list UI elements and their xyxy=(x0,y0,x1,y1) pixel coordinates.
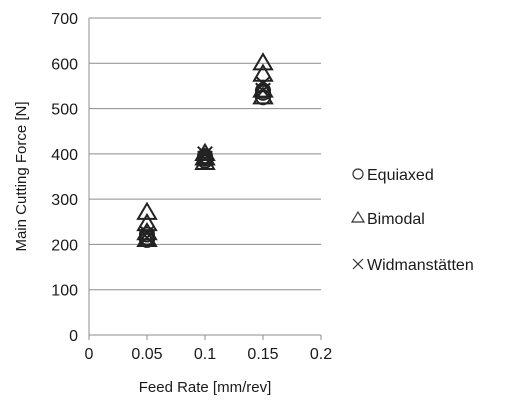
legend-item: Bimodal xyxy=(350,210,425,228)
data-point-triangle xyxy=(252,52,274,71)
x-axis-title: Feed Rate [mm/rev] xyxy=(139,379,272,396)
legend-label: Widmanstätten xyxy=(367,257,474,274)
data-point-x xyxy=(197,150,213,167)
legend-marker-triangle xyxy=(350,210,366,223)
y-tick-label: 400 xyxy=(51,147,78,164)
legend-marker-circle xyxy=(352,168,364,180)
x-tick-label: 0.05 xyxy=(131,346,162,363)
y-tick-label: 700 xyxy=(51,11,78,28)
data-point-triangle xyxy=(136,201,158,220)
data-point-x xyxy=(139,225,155,242)
x-tick-label: 0.2 xyxy=(310,346,332,363)
data-point-circle xyxy=(196,148,214,165)
y-tick-label: 0 xyxy=(69,328,78,345)
y-tick-label: 100 xyxy=(51,283,78,300)
legend-label: Equiaxed xyxy=(367,167,434,184)
data-point-triangle xyxy=(252,63,274,82)
y-axis-title: Main Cutting Force [N] xyxy=(13,101,30,251)
data-point-x xyxy=(255,82,271,99)
y-tick-label: 600 xyxy=(51,56,78,73)
data-point-x xyxy=(197,145,213,162)
legend-label: Bimodal xyxy=(367,211,425,228)
x-tick-labels: 0 0.05 0.1 0.15 0.2 xyxy=(85,335,332,363)
y-tick-label: 200 xyxy=(51,237,78,254)
data-point-x xyxy=(139,229,155,246)
y-tick-label: 500 xyxy=(51,102,78,119)
data-point-circle xyxy=(138,229,156,246)
y-tick-label: 300 xyxy=(51,192,78,209)
legend-item: Widmanstätten xyxy=(352,257,474,274)
x-tick-label: 0 xyxy=(85,346,94,363)
data-point-x xyxy=(255,75,271,92)
legend-marker-x xyxy=(352,258,364,270)
y-tick-labels: 0 100 200 300 400 500 600 700 xyxy=(51,11,78,345)
data-markers xyxy=(136,52,274,248)
gridlines xyxy=(89,17,321,291)
legend-item: Equiaxed xyxy=(352,167,434,184)
x-tick-label: 0.1 xyxy=(194,346,216,363)
x-tick-label: 0.15 xyxy=(247,346,278,363)
legend: Equiaxed Bimodal Widmanstätten xyxy=(350,167,474,274)
